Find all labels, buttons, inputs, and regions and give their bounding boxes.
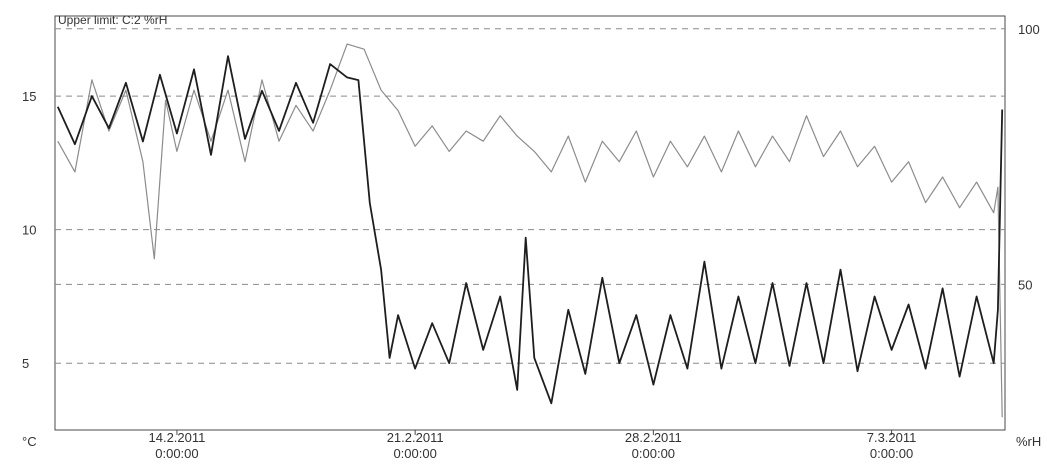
temperature-series-line <box>56 55 1004 405</box>
y-left-tick-5: 5 <box>22 356 29 371</box>
y-right-tick-50: 50 <box>1018 277 1032 292</box>
x-tick-time-3: 0:00:00 <box>870 446 913 461</box>
grid-lines <box>55 28 1005 435</box>
x-tick-date-2: 28.2.2011 <box>625 430 682 445</box>
x-tick-time-2: 0:00:00 <box>632 446 675 461</box>
x-tick-date-3: 7.3.2011 <box>867 430 917 445</box>
series-layer <box>56 43 1004 418</box>
x-tick-time-0: 0:00:00 <box>155 446 198 461</box>
upper-limit-annotation: Upper limit: C:2 %rH <box>58 13 167 27</box>
tick-labels: 151051005014.2.20110:00:0021.2.20110:00:… <box>22 22 1040 461</box>
x-tick-date-0: 14.2.2011 <box>149 430 206 445</box>
right-axis-unit: %rH <box>1016 434 1041 449</box>
plot-area <box>54 15 1006 431</box>
y-right-tick-100: 100 <box>1018 22 1040 37</box>
left-axis-unit: °C <box>22 434 37 449</box>
x-tick-date-1: 21.2.2011 <box>387 430 444 445</box>
y-left-tick-15: 15 <box>22 89 36 104</box>
x-tick-time-1: 0:00:00 <box>393 446 436 461</box>
y-left-tick-10: 10 <box>22 223 36 238</box>
